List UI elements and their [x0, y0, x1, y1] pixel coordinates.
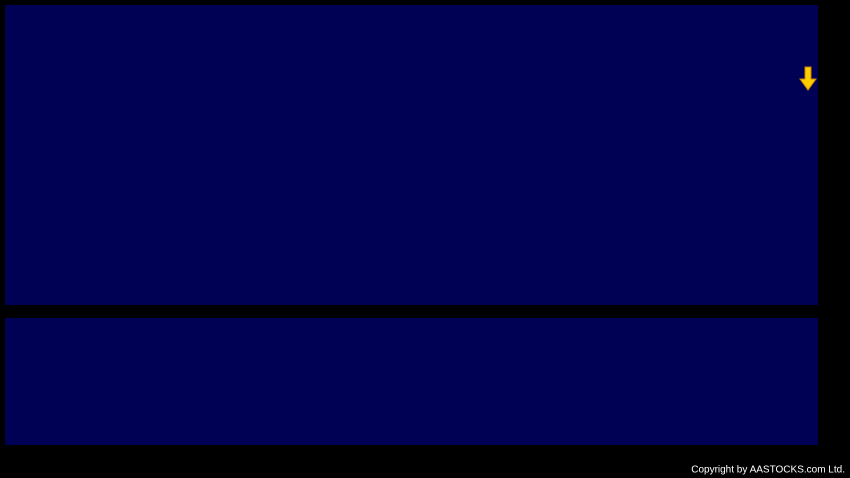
text-layer: Copyright by AASTOCKS.com Ltd. [691, 465, 845, 476]
price-panel [5, 5, 818, 305]
copyright: Copyright by AASTOCKS.com Ltd. [691, 465, 845, 476]
volume-panel [5, 318, 818, 445]
arrow-annotation [799, 66, 817, 91]
